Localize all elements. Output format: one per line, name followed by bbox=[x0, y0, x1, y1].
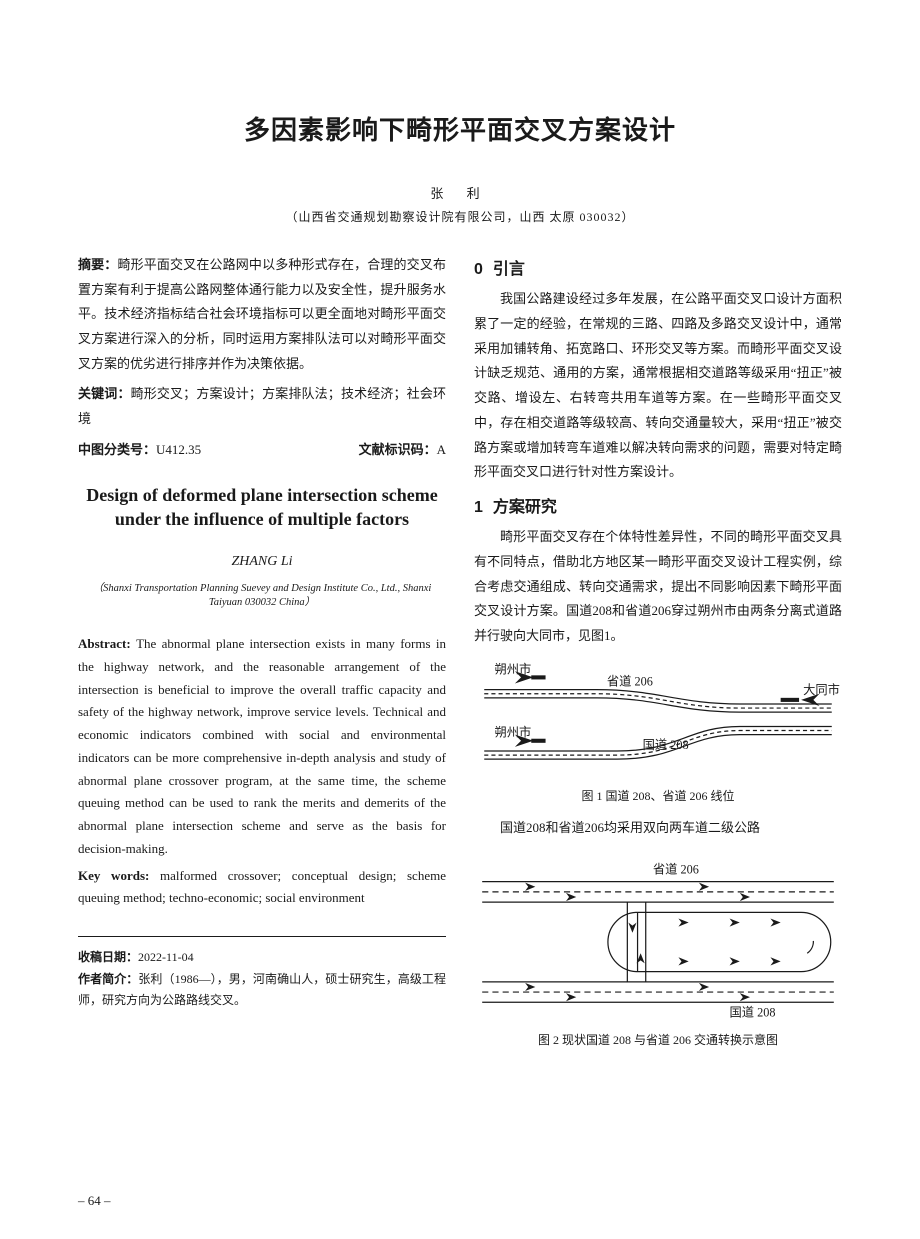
figure-2-svg: 省道 206 国道 208 bbox=[474, 851, 842, 1025]
clc-label: 中图分类号： bbox=[78, 442, 156, 457]
received-value: 2022-11-04 bbox=[138, 950, 194, 964]
affiliation-en: （Shanxi Transportation Planning Suevey a… bbox=[78, 582, 446, 611]
two-column-layout: 摘要：畸形平面交叉在公路网中以多种形式存在，合理的交叉布置方案有利于提高公路网整… bbox=[78, 253, 842, 1057]
doc-code: 文献标识码：A bbox=[359, 438, 446, 463]
doc-code-label: 文献标识码： bbox=[359, 442, 437, 457]
classification-row: 中图分类号：U412.35 文献标识码：A bbox=[78, 438, 446, 463]
figure-1: 朔州市 朔州市 大同市 省道 206 国道 208 图 1 国道 208、省道 … bbox=[474, 659, 842, 808]
affiliation-cn: （山西省交通规划勘察设计院有限公司，山西 太原 030032） bbox=[78, 208, 842, 225]
keywords-cn: 关键词：畸形交叉；方案设计；方案排队法；技术经济；社会环境 bbox=[78, 382, 446, 431]
figure-1-caption: 图 1 国道 208、省道 206 线位 bbox=[474, 785, 842, 808]
received-label: 收稿日期： bbox=[78, 950, 138, 964]
keywords-en-label: Key words: bbox=[78, 868, 160, 883]
section-0-title: 引言 bbox=[493, 261, 525, 278]
abstract-cn: 摘要：畸形平面交叉在公路网中以多种形式存在，合理的交叉布置方案有利于提高公路网整… bbox=[78, 253, 446, 376]
section-1-body: 畸形平面交叉存在个体特性差异性，不同的畸形平面交叉具有不同特点，借助北方地区某一… bbox=[474, 525, 842, 648]
abstract-cn-text: 畸形平面交叉在公路网中以多种形式存在，合理的交叉布置方案有利于提高公路网整体通行… bbox=[78, 257, 446, 371]
abstract-cn-label: 摘要： bbox=[78, 257, 117, 272]
author-bio: 作者简介：张利（1986—），男，河南确山人，硕士研究生，高级工程师，研究方向为… bbox=[78, 969, 446, 1012]
fig2-label-s206: 省道 206 bbox=[653, 862, 699, 876]
title-cn: 多因素影响下畸形平面交叉方案设计 bbox=[78, 110, 842, 147]
abstract-en-text: The abnormal plane intersection exists i… bbox=[78, 636, 446, 856]
figure-1-svg: 朔州市 朔州市 大同市 省道 206 国道 208 bbox=[474, 659, 842, 782]
keywords-cn-text: 畸形交叉；方案设计；方案排队法；技术经济；社会环境 bbox=[78, 386, 446, 426]
fig1-label-shuozhou-2: 朔州市 bbox=[494, 724, 531, 739]
section-1-heading: 1 方案研究 bbox=[474, 493, 842, 523]
section-1-title: 方案研究 bbox=[493, 499, 557, 516]
author-cn: 张 利 bbox=[78, 183, 842, 202]
doc-code-value: A bbox=[437, 442, 446, 457]
fig2-label-g208: 国道 208 bbox=[730, 1005, 776, 1019]
figure-2: 省道 206 国道 208 图 2 现状国道 208 与省道 206 交通转换示… bbox=[474, 851, 842, 1052]
section-0-body: 我国公路建设经过多年发展，在公路平面交叉口设计方面积累了一定的经验，在常规的三路… bbox=[474, 287, 842, 485]
keywords-cn-label: 关键词： bbox=[78, 386, 131, 401]
figure-2-caption: 图 2 现状国道 208 与省道 206 交通转换示意图 bbox=[474, 1029, 842, 1052]
abstract-en-label: Abstract: bbox=[78, 636, 136, 651]
title-en: Design of deformed plane intersection sc… bbox=[78, 483, 446, 532]
footnotes: 收稿日期：2022-11-04 作者简介：张利（1986—），男，河南确山人，硕… bbox=[78, 947, 446, 1012]
keywords-en: Key words: malformed crossover; conceptu… bbox=[78, 865, 446, 911]
fig1-label-s206: 省道 206 bbox=[607, 674, 653, 688]
abstract-en: Abstract: The abnormal plane intersectio… bbox=[78, 633, 446, 861]
fig1-label-datong: 大同市 bbox=[803, 681, 840, 696]
clc: 中图分类号：U412.35 bbox=[78, 438, 201, 463]
left-column: 摘要：畸形平面交叉在公路网中以多种形式存在，合理的交叉布置方案有利于提高公路网整… bbox=[78, 253, 446, 1057]
clc-value: U412.35 bbox=[156, 442, 201, 457]
bio-label: 作者简介： bbox=[78, 972, 138, 986]
received-date: 收稿日期：2022-11-04 bbox=[78, 947, 446, 969]
footnote-rule bbox=[78, 936, 446, 937]
fig1-label-shuozhou-1: 朔州市 bbox=[494, 661, 531, 676]
right-column: 0 引言 我国公路建设经过多年发展，在公路平面交叉口设计方面积累了一定的经验，在常… bbox=[474, 253, 842, 1057]
fig1-label-g208: 国道 208 bbox=[643, 738, 689, 752]
page-number: – 64 – bbox=[78, 1193, 111, 1209]
author-en: ZHANG Li bbox=[78, 549, 446, 576]
section-0-heading: 0 引言 bbox=[474, 255, 842, 285]
between-figures-text: 国道208和省道206均采用双向两车道二级公路 bbox=[474, 816, 842, 841]
section-0-num: 0 bbox=[474, 261, 483, 278]
section-1-num: 1 bbox=[474, 499, 483, 516]
